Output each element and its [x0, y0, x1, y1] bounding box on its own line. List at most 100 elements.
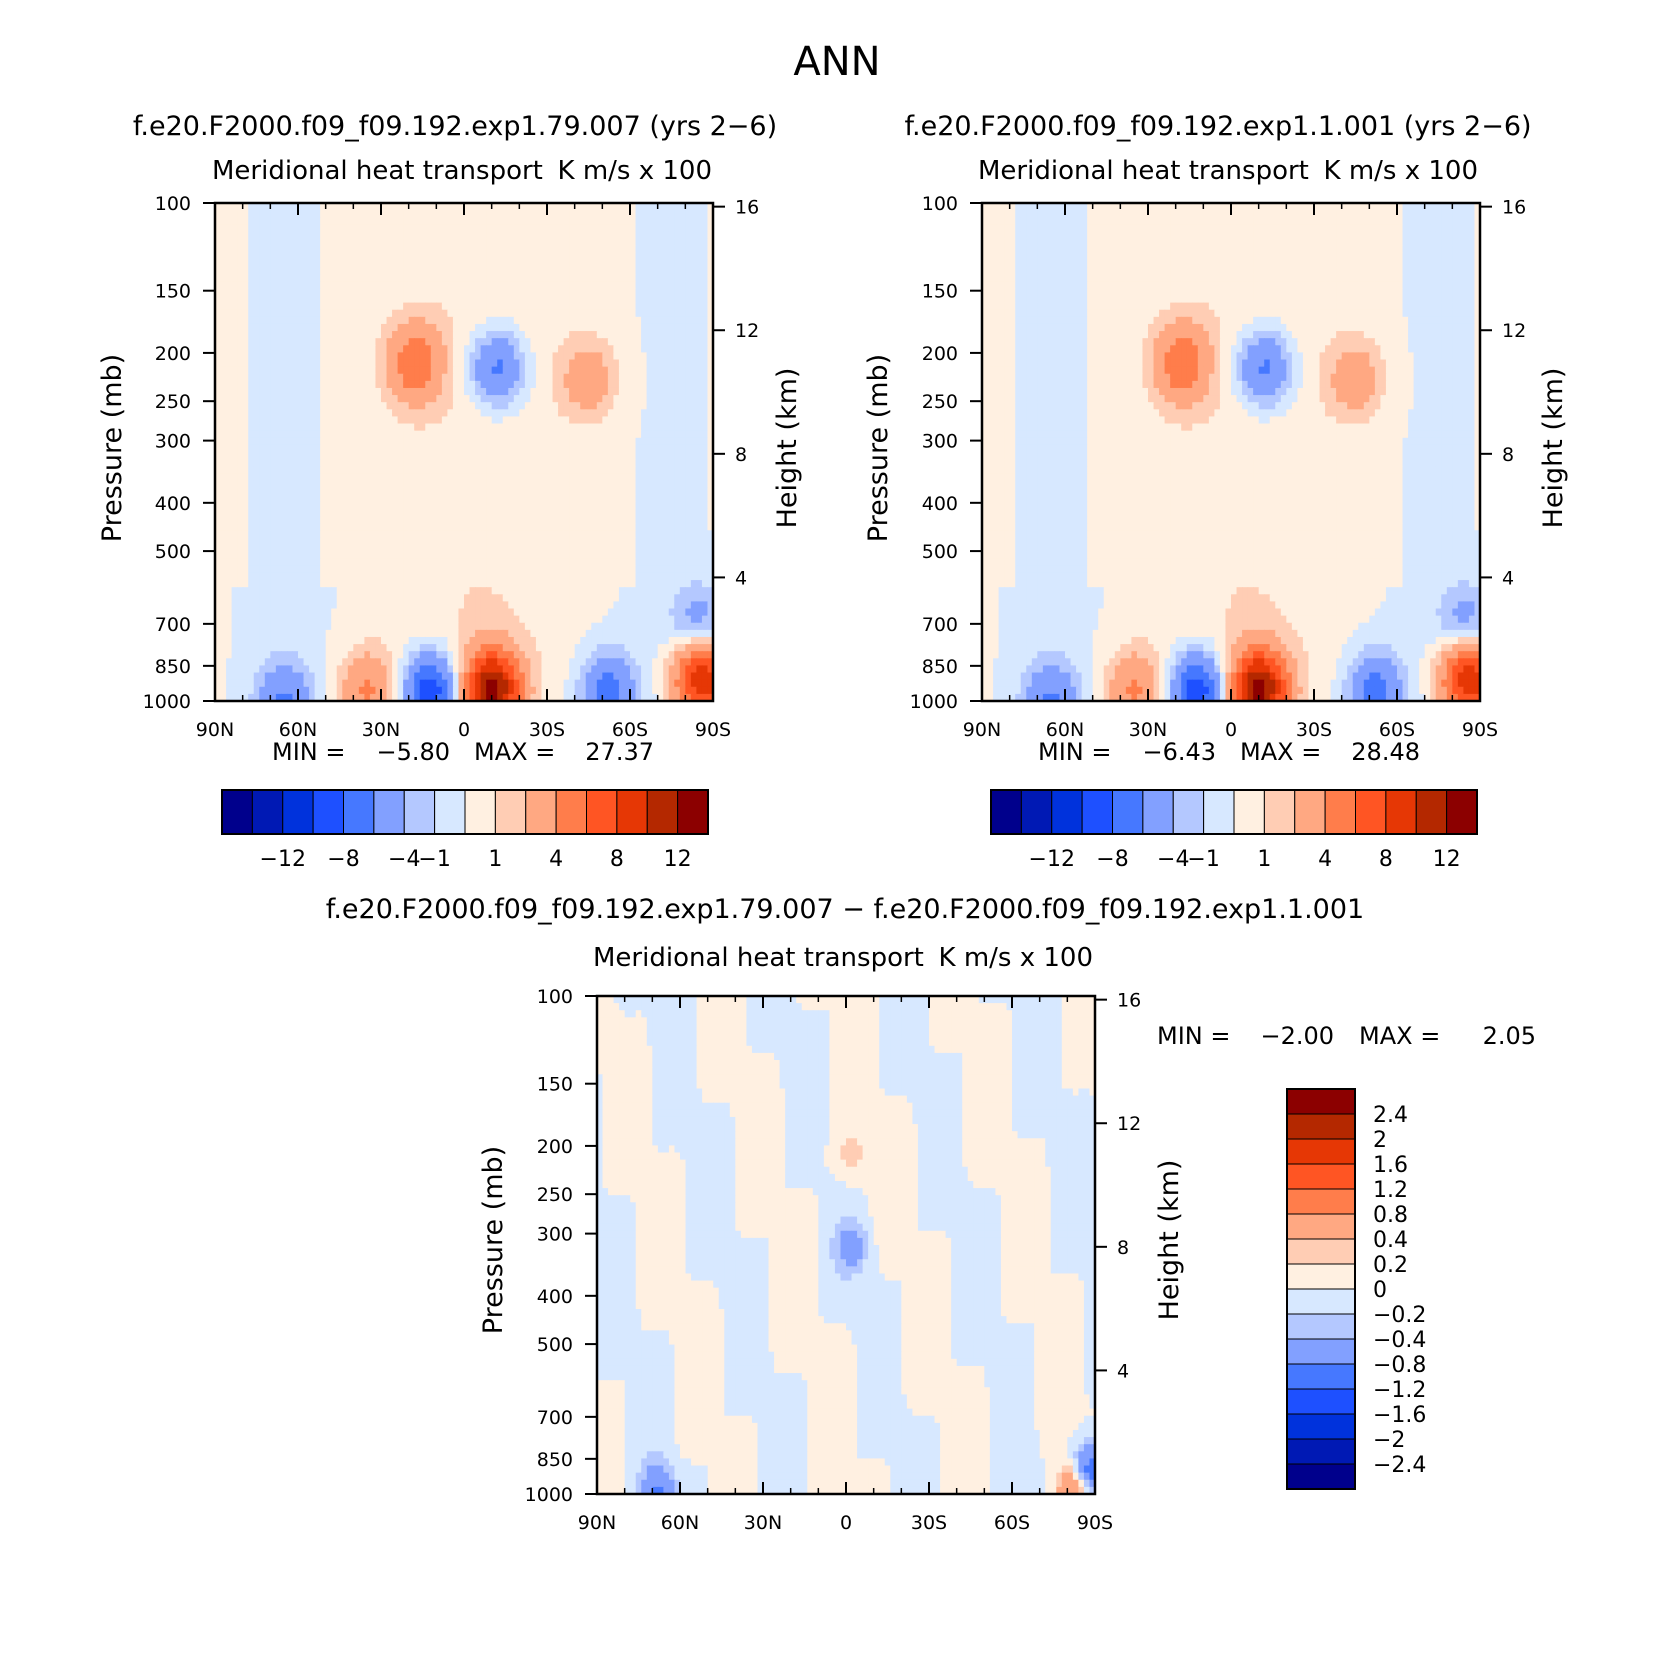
contour-cell [359, 466, 365, 474]
contour-cell [481, 381, 487, 389]
contour-cell [691, 310, 697, 318]
contour-cell [370, 324, 376, 332]
contour-cell [564, 516, 570, 524]
contour-cell [669, 317, 675, 325]
contour-cell [613, 224, 619, 232]
contour-cell [420, 509, 426, 517]
contour-cell [492, 580, 498, 588]
contour-cell [553, 253, 559, 261]
contour-cell [669, 452, 675, 460]
contour-cell [685, 459, 691, 467]
contour-cell [381, 480, 387, 488]
contour-cell [453, 210, 459, 218]
contour-cell [680, 416, 686, 424]
contour-cell [586, 281, 592, 289]
contour-cell [348, 267, 354, 275]
contour-cell [691, 580, 697, 588]
contour-cell [553, 495, 559, 503]
contour-cell [232, 303, 238, 311]
contour-cell [608, 331, 614, 339]
contour-cell [464, 281, 470, 289]
contour-cell [304, 566, 310, 574]
contour-cell [514, 587, 520, 595]
contour-cell [458, 310, 464, 318]
contour-cell [514, 516, 520, 524]
contour-cell [530, 445, 536, 453]
contour-cell [270, 295, 276, 303]
contour-cell [431, 381, 437, 389]
contour-cell [348, 580, 354, 588]
contour-cell [481, 239, 487, 247]
contour-cell [492, 260, 498, 268]
contour-cell [425, 438, 431, 446]
contour-cell [558, 381, 564, 389]
contour-cell [221, 260, 227, 268]
contour-cell [442, 537, 448, 545]
contour-cell [353, 530, 359, 538]
contour-cell [398, 295, 404, 303]
contour-cell [270, 381, 276, 389]
contour-cell [337, 566, 343, 574]
contour-cell [409, 544, 415, 552]
contour-cell [431, 452, 437, 460]
contour-cell [597, 523, 603, 531]
contour-cell [453, 416, 459, 424]
contour-cell [674, 224, 680, 232]
contour-cell [702, 352, 708, 360]
contour-cell [503, 416, 509, 424]
contour-cell [580, 559, 586, 567]
contour-cell [226, 231, 232, 239]
contour-cell [309, 409, 315, 417]
contour-cell [680, 580, 686, 588]
contour-cell [558, 559, 564, 567]
contour-cell [453, 217, 459, 225]
contour-cell [370, 594, 376, 602]
contour-cell [414, 445, 420, 453]
contour-cell [553, 424, 559, 432]
contour-cell [370, 274, 376, 282]
contour-cell [481, 495, 487, 503]
contour-cell [536, 274, 542, 282]
contour-cell [586, 360, 592, 368]
contour-cell [304, 537, 310, 545]
contour-cell [669, 239, 675, 247]
contour-cell [503, 544, 509, 552]
contour-cell [447, 530, 453, 538]
contour-cell [387, 288, 393, 296]
contour-cell [403, 338, 409, 346]
contour-cell [608, 488, 614, 496]
contour-cell [265, 580, 271, 588]
contour-cell [663, 246, 669, 254]
contour-cell [348, 231, 354, 239]
contour-cell [658, 402, 664, 410]
contour-cell [259, 530, 265, 538]
contour-cell [553, 473, 559, 481]
contour-cell [553, 267, 559, 275]
contour-cell [398, 331, 404, 339]
contour-cell [602, 438, 608, 446]
contour-cell [519, 324, 525, 332]
contour-cell [613, 537, 619, 545]
contour-cell [558, 480, 564, 488]
contour-cell [254, 381, 260, 389]
contour-cell [519, 374, 525, 382]
contour-cell [702, 552, 708, 560]
contour-cell [381, 431, 387, 439]
contour-cell [680, 374, 686, 382]
contour-cell [387, 502, 393, 510]
contour-cell [398, 374, 404, 382]
contour-cell [553, 295, 559, 303]
contour-cell [387, 352, 393, 360]
contour-cell [575, 445, 581, 453]
contour-cell [425, 424, 431, 432]
contour-cell [287, 459, 293, 467]
contour-cell [232, 360, 238, 368]
contour-cell [486, 295, 492, 303]
contour-cell [237, 338, 243, 346]
contour-cell [337, 239, 343, 247]
contour-cell [702, 580, 708, 588]
contour-cell [326, 388, 332, 396]
contour-cell [447, 488, 453, 496]
contour-cell [420, 495, 426, 503]
contour-cell [591, 409, 597, 417]
